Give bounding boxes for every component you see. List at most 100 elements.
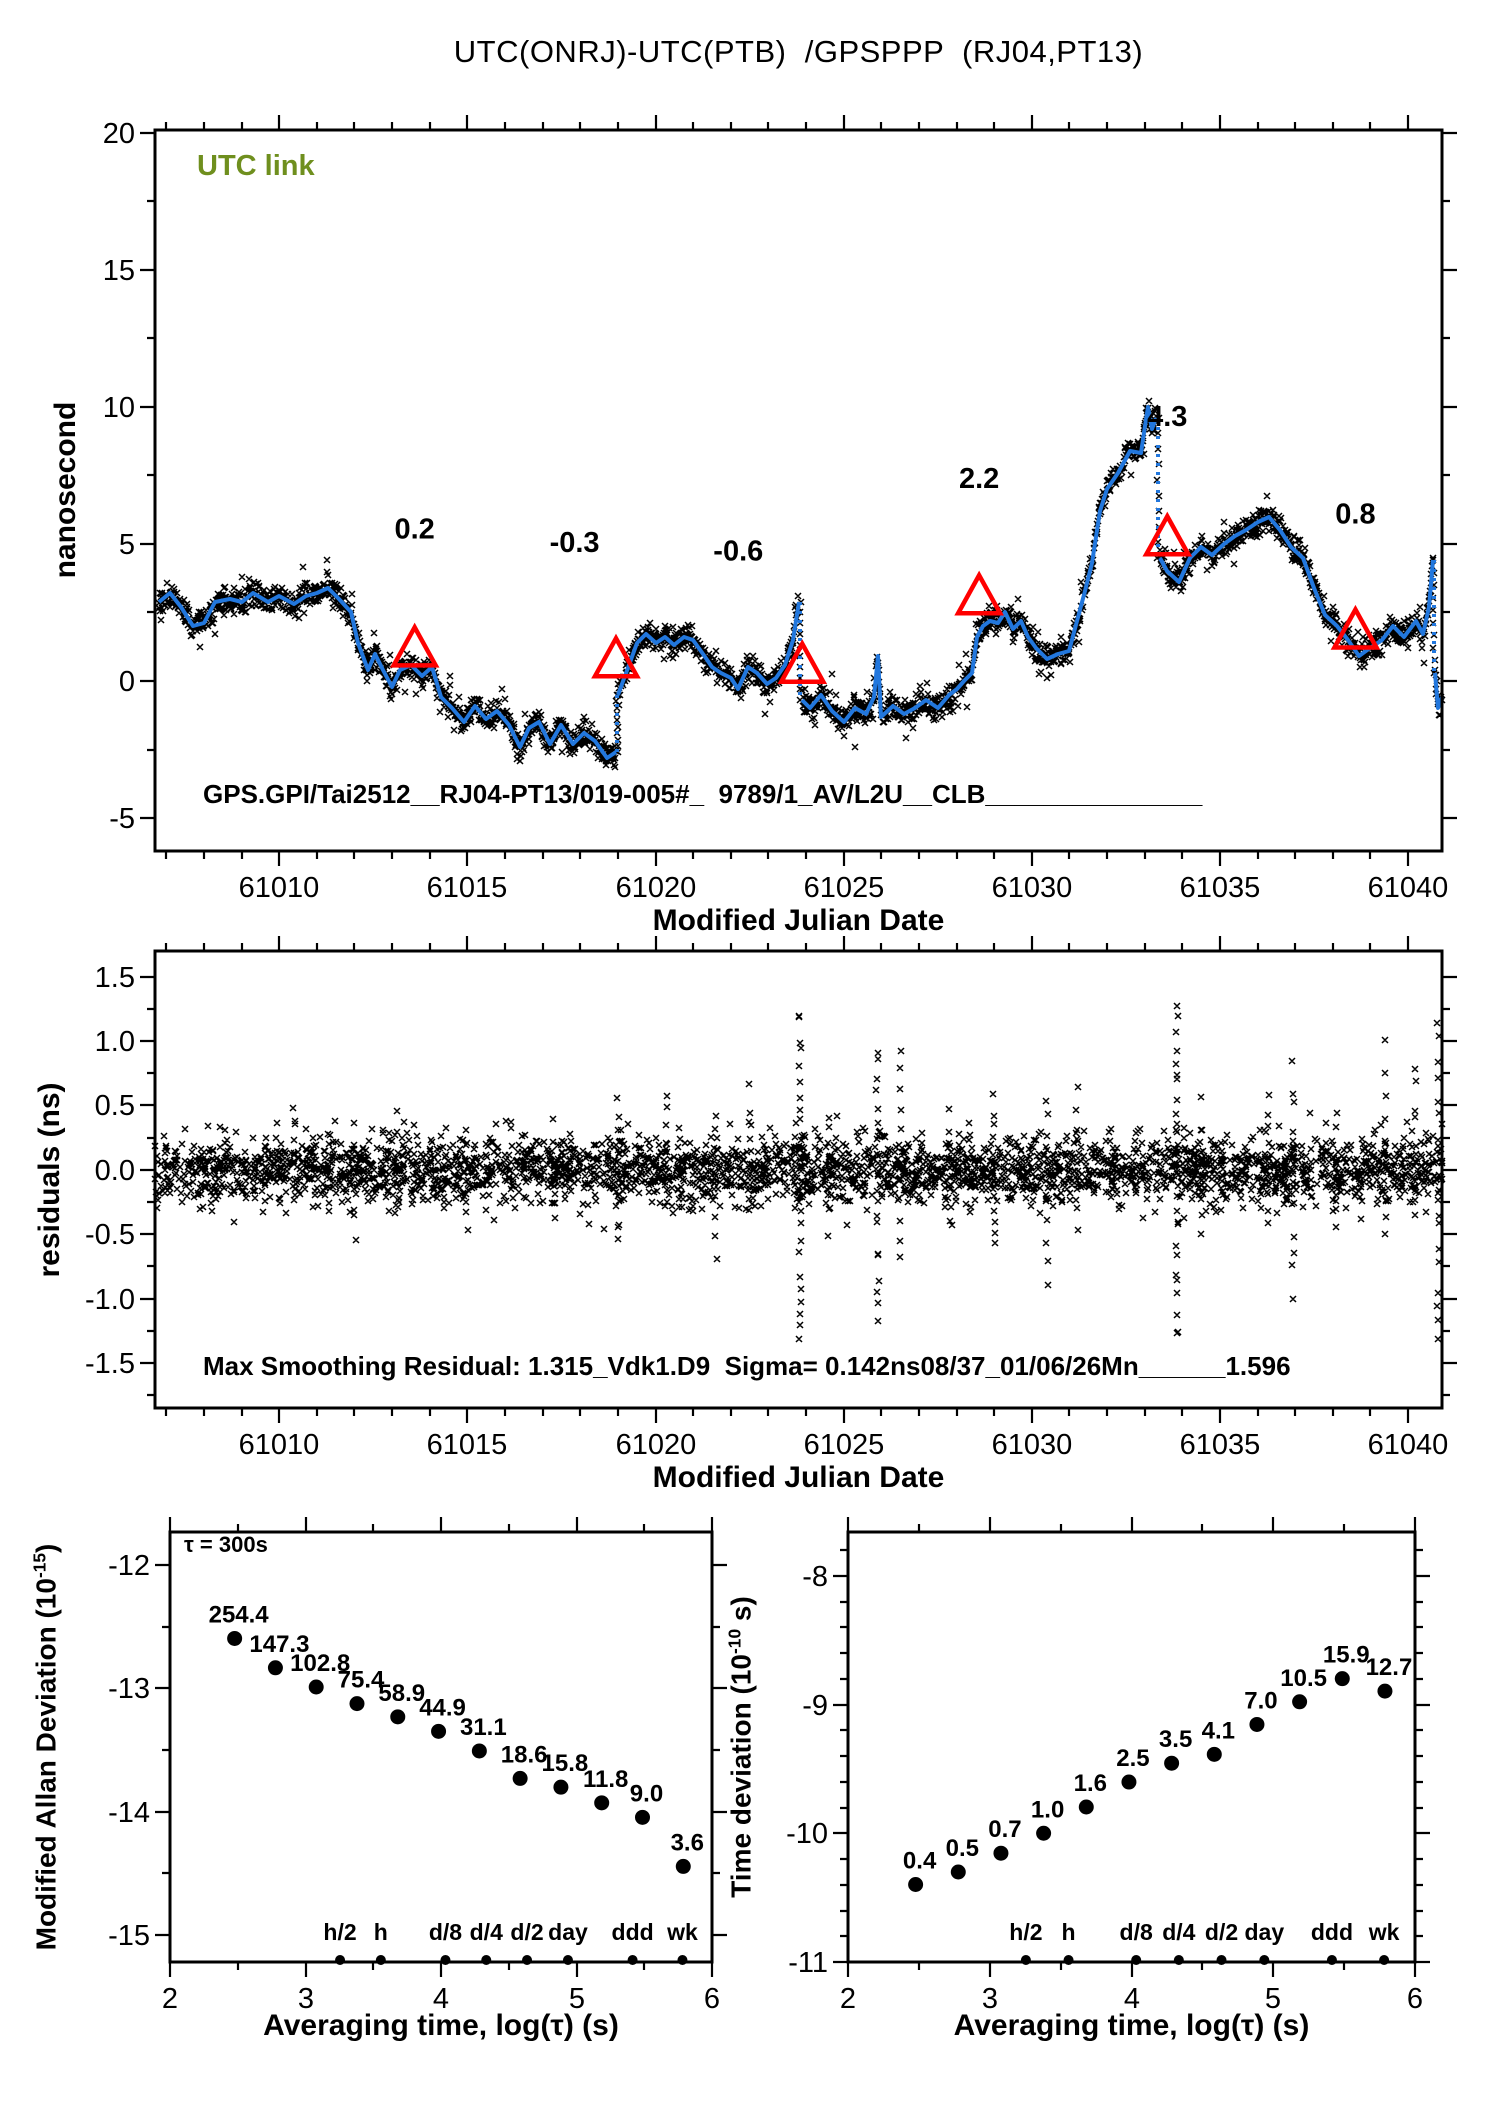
duration-label: h <box>1062 1919 1076 1945</box>
top-axes: 61010 61015 61020 61025 61030 61035 61040 20 15 1… <box>103 115 1457 904</box>
x-tick-label: 5 <box>1265 1983 1281 2015</box>
calibration-value-label: -0.6 <box>713 535 763 567</box>
axis-ticks <box>833 1517 1430 1977</box>
deviation-value-label: 0.5 <box>946 1835 979 1862</box>
y-tick-label: -10 <box>786 1818 828 1850</box>
duration-label: h/2 <box>1009 1919 1042 1945</box>
y-tick-labels: 20 15 10 5 0 -5 <box>103 118 135 835</box>
line-segment <box>157 586 618 760</box>
plot-frame <box>153 949 1444 1410</box>
deviation-value-label: 3.5 <box>1159 1726 1192 1753</box>
calibration-value-label: -0.3 <box>550 527 600 559</box>
duration-label: wk <box>1368 1919 1400 1945</box>
duration-label: h <box>374 1919 388 1945</box>
deviation-value-label: 147.3 <box>249 1631 309 1658</box>
deviation-point <box>1292 1694 1308 1710</box>
axis-ticks <box>155 1517 727 1977</box>
deviation-point <box>227 1630 243 1646</box>
y-tick-label: -12 <box>108 1550 150 1582</box>
deviation-point <box>1164 1755 1180 1771</box>
y-tick-label: 0.0 <box>95 1155 135 1187</box>
deviation-value-label: 9.0 <box>630 1780 663 1807</box>
deviation-point <box>950 1864 966 1880</box>
y-tick-label: 0.5 <box>95 1090 135 1122</box>
x-tick-label: 61040 <box>1368 1429 1449 1461</box>
deviation-point <box>634 1809 650 1825</box>
plot-frame <box>153 128 1444 853</box>
deviation-value-label: 75.4 <box>338 1667 385 1694</box>
madev-y-axis-title: Modified Allan Deviation (10-15) <box>29 1544 62 1951</box>
y-tick-label: -1.0 <box>85 1284 135 1316</box>
duration-ticks: h/2 h d/8 d/4 d/2 day ddd wk <box>1009 1919 1400 1965</box>
x-tick-label: 61025 <box>804 872 885 904</box>
madev-chart: h/2 h d/8 d/4 d/2 day ddd wk 254.4 147.3102.875.4… <box>209 1601 704 1965</box>
calibration-marks: 0.2 -0.3 -0.6 2.2 4.3 0.8 <box>389 401 1381 685</box>
deviation-value-label: 7.0 <box>1244 1687 1277 1714</box>
x-tick-label: 61030 <box>992 1429 1073 1461</box>
deviation-point <box>1206 1746 1222 1762</box>
y-tick-label: -15 <box>108 1920 150 1952</box>
y-tick-label: -14 <box>108 1797 150 1829</box>
plot-frame <box>846 1530 1417 1964</box>
y-tick-label: 20 <box>103 118 135 150</box>
duration-label: d/2 <box>510 1919 543 1945</box>
x-tick-label: 61010 <box>239 872 320 904</box>
x-tick-label: 61020 <box>616 872 697 904</box>
x-tick-labels: 2 3 4 5 6 <box>840 1983 1423 2015</box>
duration-label: d/4 <box>1162 1919 1195 1945</box>
tdev-y-axis-title: Time deviation (10-10 s) <box>724 1596 757 1898</box>
middle-axes: 61010 61015 61020 61025 61030 61035 610401.51.… <box>85 936 1457 1461</box>
tdev-chart-axes: 2 3 4 5 6 -8 -9 -10 -11 <box>786 1517 1430 2015</box>
x-tick-label: 5 <box>569 1983 585 2015</box>
madev-y-title-main: Modified Allan Deviation (10 <box>30 1578 62 1951</box>
top-x-axis-title: Modified Julian Date <box>652 904 945 937</box>
deviation-value-label: 4.1 <box>1202 1717 1235 1744</box>
utc-link-label: UTC link <box>197 150 315 182</box>
y-tick-label: 10 <box>103 392 135 424</box>
deviation-point <box>308 1679 324 1695</box>
duration-label: wk <box>666 1919 698 1945</box>
deviation-point <box>1249 1716 1265 1732</box>
figure-title: UTC(ONRJ)-UTC(PTB) /GPSPPP (RJ04,PT13) <box>453 34 1144 69</box>
deviation-point <box>1334 1671 1350 1687</box>
x-tick-label: 3 <box>982 1983 998 2015</box>
top-chart-footer: GPS.GPI/Tai2512__RJ04-PT13/019-005#_ 978… <box>203 779 1203 809</box>
calibration-value-label: 4.3 <box>1147 401 1187 433</box>
deviation-point <box>675 1858 691 1874</box>
x-tick-label: 61010 <box>239 1429 320 1461</box>
y-tick-label: 1.5 <box>95 962 135 994</box>
x-tick-label: 6 <box>1407 1983 1423 2015</box>
deviation-value-label: 15.8 <box>542 1750 589 1777</box>
x-tick-label: 2 <box>840 1983 856 2015</box>
tdev-y-title-exponent: -10 <box>724 1628 745 1654</box>
x-tick-label: 6 <box>704 1983 720 2015</box>
deviation-value-label: 58.9 <box>378 1680 425 1707</box>
deviation-value-label: 1.0 <box>1031 1796 1064 1823</box>
calibration-triangle <box>954 570 1004 616</box>
y-tick-label: -1.5 <box>85 1348 135 1380</box>
deviation-value-label: 44.9 <box>419 1694 466 1721</box>
tdev-x-axis-title: Averaging time, log(τ) (s) <box>953 2009 1310 2042</box>
y-tick-label: -9 <box>802 1690 828 1722</box>
y-tick-labels: -12 -13 -14 -15 <box>108 1550 150 1952</box>
deviation-points: 254.4 147.3102.875.458.944.931.118.615.81… <box>209 1601 704 1874</box>
x-tick-label: 61035 <box>1180 872 1261 904</box>
deviation-value-label: 254.4 <box>209 1601 270 1628</box>
calibration-triangle <box>1330 604 1381 650</box>
line-segment <box>800 405 1158 724</box>
calibration-triangle <box>389 622 440 668</box>
deviation-point <box>1036 1825 1052 1841</box>
deviation-point <box>1121 1774 1137 1790</box>
deviation-value-label: 0.7 <box>988 1816 1021 1843</box>
x-tick-label: 61035 <box>1180 1429 1261 1461</box>
y-tick-label: 0 <box>119 666 135 698</box>
line-segment <box>1158 515 1435 658</box>
y-tick-label: -13 <box>108 1673 150 1705</box>
duration-label: h/2 <box>323 1919 356 1945</box>
x-tick-labels: 61010 61015 61020 61025 61030 61035 61040 <box>239 1429 1449 1461</box>
deviation-value-label: 11.8 <box>583 1766 628 1793</box>
tau-annotation: τ = 300s <box>184 1532 268 1557</box>
x-tick-label: 61015 <box>427 1429 508 1461</box>
duration-label: d/8 <box>1120 1919 1153 1945</box>
